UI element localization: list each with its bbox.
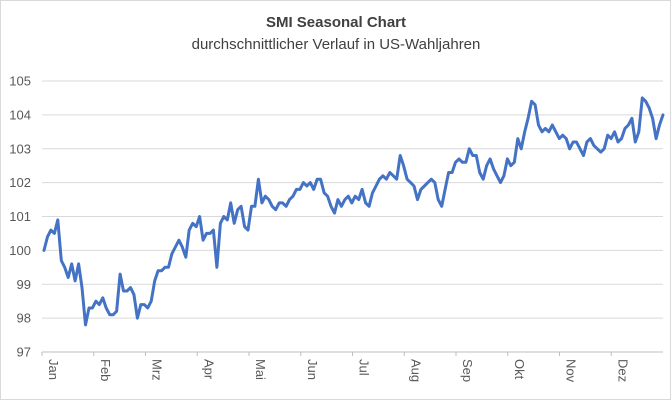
x-tick-label-feb: Feb (98, 359, 113, 381)
y-tick-label: 101 (9, 209, 31, 224)
y-tick-label: 100 (9, 243, 31, 258)
y-tick-label: 99 (17, 277, 31, 292)
y-axis-ticks: 97 98 99 100 101 102 103 104 105 (9, 74, 31, 360)
x-tick-label-mrz: Mrz (150, 359, 165, 381)
x-tick-label-jul: Jul (357, 359, 372, 376)
x-tick-label-sep: Sep (460, 359, 475, 382)
x-tick-label-jun: Jun (305, 359, 320, 380)
y-tick-label: 103 (9, 141, 31, 156)
x-axis-ticks: Jan Feb Mrz Apr Mai Jun Jul Aug Sep Okt Nov Dez (41, 352, 630, 383)
x-tick-label-dez: Dez (615, 359, 630, 382)
y-tick-label: 97 (17, 345, 31, 360)
x-tick-label-nov: Nov (564, 359, 579, 383)
x-tick-label-okt: Okt (512, 359, 527, 380)
chart-subtitle: durchschnittlicher Verlauf in US-Wahljah… (192, 36, 481, 53)
x-tick-label-jan: Jan (46, 359, 61, 380)
x-tick-label-apr: Apr (201, 359, 216, 380)
gridlines (42, 80, 663, 353)
y-tick-label: 102 (9, 175, 31, 190)
x-tick-label-mai: Mai (253, 359, 268, 380)
y-tick-label: 98 (17, 311, 31, 326)
y-tick-label: 105 (9, 74, 31, 89)
series-line-0 (42, 96, 665, 327)
y-tick-label: 104 (9, 107, 31, 122)
x-tick-label-aug: Aug (408, 359, 423, 382)
chart-title: SMI Seasonal Chart (266, 14, 406, 31)
series-layer (42, 96, 665, 327)
